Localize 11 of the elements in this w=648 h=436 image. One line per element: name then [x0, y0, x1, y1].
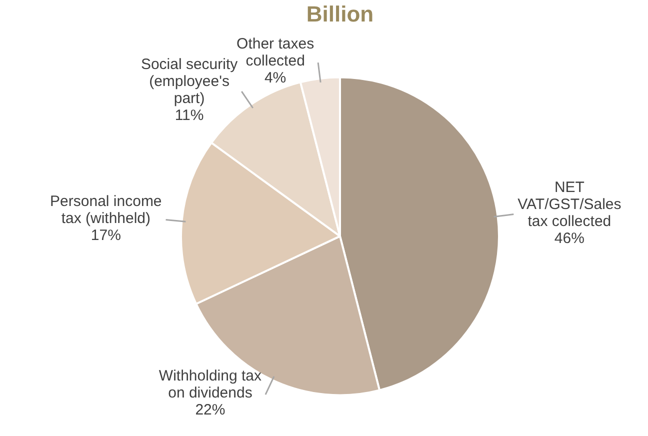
- data-label: 46%: [554, 230, 584, 247]
- data-label: 11%: [174, 107, 204, 124]
- data-label: 17%: [90, 226, 121, 244]
- slice-label: Withholding tax on dividends: [158, 368, 262, 402]
- data-label: 22%: [195, 402, 226, 419]
- slice-label: NET VAT/GST/Sales tax collected: [518, 178, 622, 230]
- chart-title: Billion: [306, 1, 374, 26]
- data-label: 4%: [264, 70, 286, 87]
- slice-label: Personal income tax (withheld): [50, 192, 162, 227]
- slice-label: Social security (employee's part): [140, 56, 238, 108]
- slice-label: Other taxes collected: [236, 36, 314, 70]
